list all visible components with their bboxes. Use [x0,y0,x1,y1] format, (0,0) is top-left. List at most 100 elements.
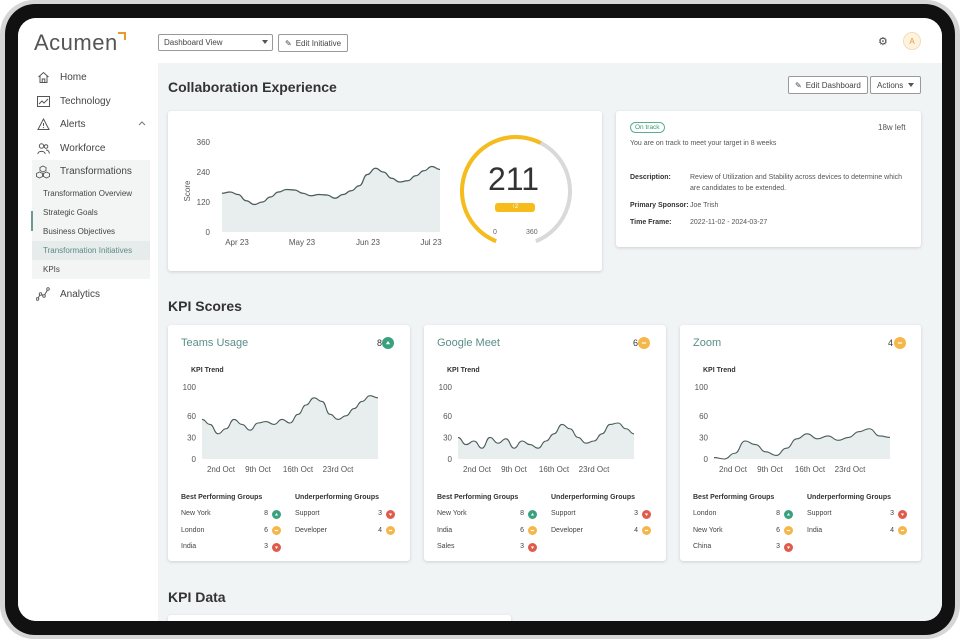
y-tick-label: 240 [197,168,211,177]
under-group-value: 3 [634,510,638,517]
sidebar-subitem-business-objectives[interactable]: Business Objectives [43,226,116,236]
kpi-trend-line [457,422,635,449]
sidebar-item-label: Workforce [60,142,106,154]
gauge-min: 0 [493,229,497,236]
x-tick-label: 16th Oct [539,465,570,474]
gauge-max: 360 [526,229,538,236]
sidebar-subitem-kpis[interactable]: KPIs [43,264,60,274]
kpi-trend-chart: 100 60 30 0 2nd Oct 9th Oct 16th Oct 23rd Oct [183,383,379,474]
kpi-trend-label: KPI Trend [703,367,736,374]
x-tick-label: Apr 23 [225,238,249,247]
active-indicator [31,211,33,231]
sidebar-item-label: Alerts [60,119,86,131]
sidebar-item-transformations[interactable]: Transformations [32,160,150,184]
best-group-value: 8 [264,510,268,517]
under-group-status-icon [898,526,907,535]
under-group-value: 3 [378,510,382,517]
y-tick-label: 0 [206,228,211,237]
best-group-status-icon [528,542,537,552]
y-tick-label: 0 [192,455,197,464]
caret-down-icon [262,40,268,44]
score-area [222,166,440,232]
under-group-status-icon [386,509,395,519]
edit-dashboard-label: Edit Dashboard [805,80,861,90]
sidebar-item-label: Technology [60,95,111,107]
best-group-status-icon [272,509,281,519]
kpi-trend-chart: 100 60 30 0 2nd Oct 9th Oct 16th Oct 23rd Oct [695,383,891,474]
best-group-name: India [181,543,197,550]
actions-button[interactable]: Actions [870,76,921,94]
under-group-value: 4 [378,526,382,534]
transformations-group: Transformations Transformation Overview … [32,160,150,279]
sidebar-nav: Home Technology Alerts [32,66,150,306]
y-tick-label: 100 [183,383,197,392]
main-content: Collaboration Experience ✎ Edit Dashboar… [158,63,942,621]
sidebar-subitem-transformation-overview[interactable]: Transformation Overview [43,188,133,198]
kpi-score: 6 [632,338,638,348]
status-badge: On track [630,122,665,133]
edit-dashboard-button[interactable]: ✎ Edit Dashboard [788,76,868,94]
people-icon [36,141,50,155]
chart-icon [36,94,50,108]
sidebar-item-label: Transformations [60,166,132,178]
edit-initiative-button[interactable]: ✎ Edit Initiative [278,34,349,52]
y-tick-label: 30 [443,433,452,442]
top-bar: Dashboard View ✎ Edit Initiative ⚙ A [158,18,942,63]
best-group-name: New York [693,526,723,534]
best-groups-title: Best Performing Groups [437,494,519,501]
kpi-trend-area [202,395,378,459]
y-tick-label: 100 [439,383,453,392]
x-tick-label: 23rd Oct [579,465,610,474]
y-tick-label: 60 [443,412,452,421]
y-tick-label: 120 [197,198,211,207]
kpi-score: 4 [887,338,893,348]
under-group-value: 4 [634,526,638,534]
under-group-status-icon [642,526,651,535]
best-group-status-icon [272,542,281,552]
best-group-status-icon [784,509,793,519]
score-card: 360 240 120 0 Score Apr 23 May 23 Jun 23 Jul 23 … [168,111,602,271]
best-group-status-icon [528,526,537,535]
under-group-name: Support [295,510,320,517]
kpi-status-icon [638,337,650,349]
sidebar-item-label: Home [60,72,87,84]
best-group-status-icon [272,526,281,535]
sidebar-item-analytics[interactable]: Analytics [32,283,150,307]
score-chart: 360 240 120 0 Score Apr 23 May 23 Jun 23 Jul 23 [183,138,442,247]
home-icon [36,71,50,85]
x-tick-label: 2nd Oct [463,465,492,474]
kpi-card-teams-usage: Teams Usage 8 KPI Trend 100 60 30 0 2nd Oct 9th … [168,325,410,561]
view-select-value: Dashboard View [164,38,223,47]
gauge-value: 211 [488,161,540,197]
view-select[interactable]: Dashboard View [158,34,273,51]
best-group-name: New York [437,510,467,517]
kpi-data-title: KPI Data [168,589,226,605]
y-axis-label: Score [183,180,192,201]
gauge-delta-badge: ↑2 [495,203,535,212]
description-value: Review of Utilization and Stability acro… [690,174,903,192]
sidebar-item-workforce[interactable]: Workforce [32,137,150,161]
y-tick-label: 360 [197,138,211,147]
sidebar-item-alerts[interactable]: Alerts [32,113,150,137]
avatar[interactable]: A [903,32,921,50]
sidebar-subitem-strategic-goals[interactable]: Strategic Goals [43,207,98,217]
kpi-trend-label: KPI Trend [191,367,224,374]
x-tick-label: Jul 23 [420,238,442,247]
sidebar-item-technology[interactable]: Technology [32,90,150,114]
under-group-status-icon [642,509,651,519]
chevron-up-icon[interactable] [138,119,146,128]
best-group-value: 6 [264,526,268,534]
gear-icon[interactable]: ⚙ [878,36,888,48]
kpi-trend-chart: 100 60 30 0 2nd Oct 9th Oct 16th Oct 23rd Oct [439,383,635,474]
under-groups-title: Underperforming Groups [295,494,380,501]
analytics-icon [36,287,50,301]
x-tick-label: 9th Oct [501,465,528,474]
sidebar-item-label: Analytics [60,288,101,300]
sidebar-item-home[interactable]: Home [32,66,150,90]
kpi-trend-line [713,428,891,460]
best-group-status-icon [784,542,793,552]
sidebar-subitem-transformation-initiatives[interactable]: Transformation Initiatives [32,240,150,260]
logo-mark-icon [118,32,126,40]
y-tick-label: 100 [695,383,709,392]
y-tick-label: 0 [704,455,709,464]
